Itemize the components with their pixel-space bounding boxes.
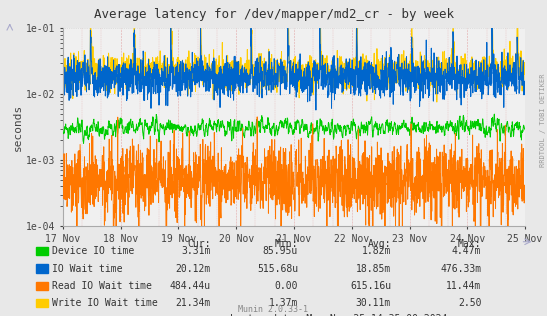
Text: Min:: Min: (275, 239, 298, 249)
Text: 1.37m: 1.37m (269, 298, 298, 308)
Text: IO Wait time: IO Wait time (52, 264, 123, 274)
Text: 4.47m: 4.47m (452, 246, 481, 256)
Text: 515.68u: 515.68u (257, 264, 298, 274)
Text: 18.85m: 18.85m (356, 264, 391, 274)
Text: 1.82m: 1.82m (362, 246, 391, 256)
Text: Write IO Wait time: Write IO Wait time (52, 298, 158, 308)
Text: Munin 2.0.33-1: Munin 2.0.33-1 (238, 306, 309, 314)
Text: Last update: Mon Nov 25 14:35:00 2024: Last update: Mon Nov 25 14:35:00 2024 (230, 314, 448, 316)
Text: Cur:: Cur: (187, 239, 211, 249)
Text: 21.34m: 21.34m (176, 298, 211, 308)
Text: 615.16u: 615.16u (350, 281, 391, 291)
Text: Device IO time: Device IO time (52, 246, 134, 256)
Text: 2.50: 2.50 (458, 298, 481, 308)
Text: 85.95u: 85.95u (263, 246, 298, 256)
Text: Avg:: Avg: (368, 239, 391, 249)
Text: 20.12m: 20.12m (176, 264, 211, 274)
Y-axis label: seconds: seconds (13, 104, 23, 151)
Text: 3.31m: 3.31m (181, 246, 211, 256)
Text: Read IO Wait time: Read IO Wait time (52, 281, 152, 291)
Text: 30.11m: 30.11m (356, 298, 391, 308)
Text: Average latency for /dev/mapper/md2_cr - by week: Average latency for /dev/mapper/md2_cr -… (94, 8, 453, 21)
Text: 476.33m: 476.33m (440, 264, 481, 274)
Text: 11.44m: 11.44m (446, 281, 481, 291)
Text: RRDTOOL / TOBI OETIKER: RRDTOOL / TOBI OETIKER (540, 73, 546, 167)
Text: 0.00: 0.00 (275, 281, 298, 291)
Text: 484.44u: 484.44u (170, 281, 211, 291)
Text: Max:: Max: (458, 239, 481, 249)
